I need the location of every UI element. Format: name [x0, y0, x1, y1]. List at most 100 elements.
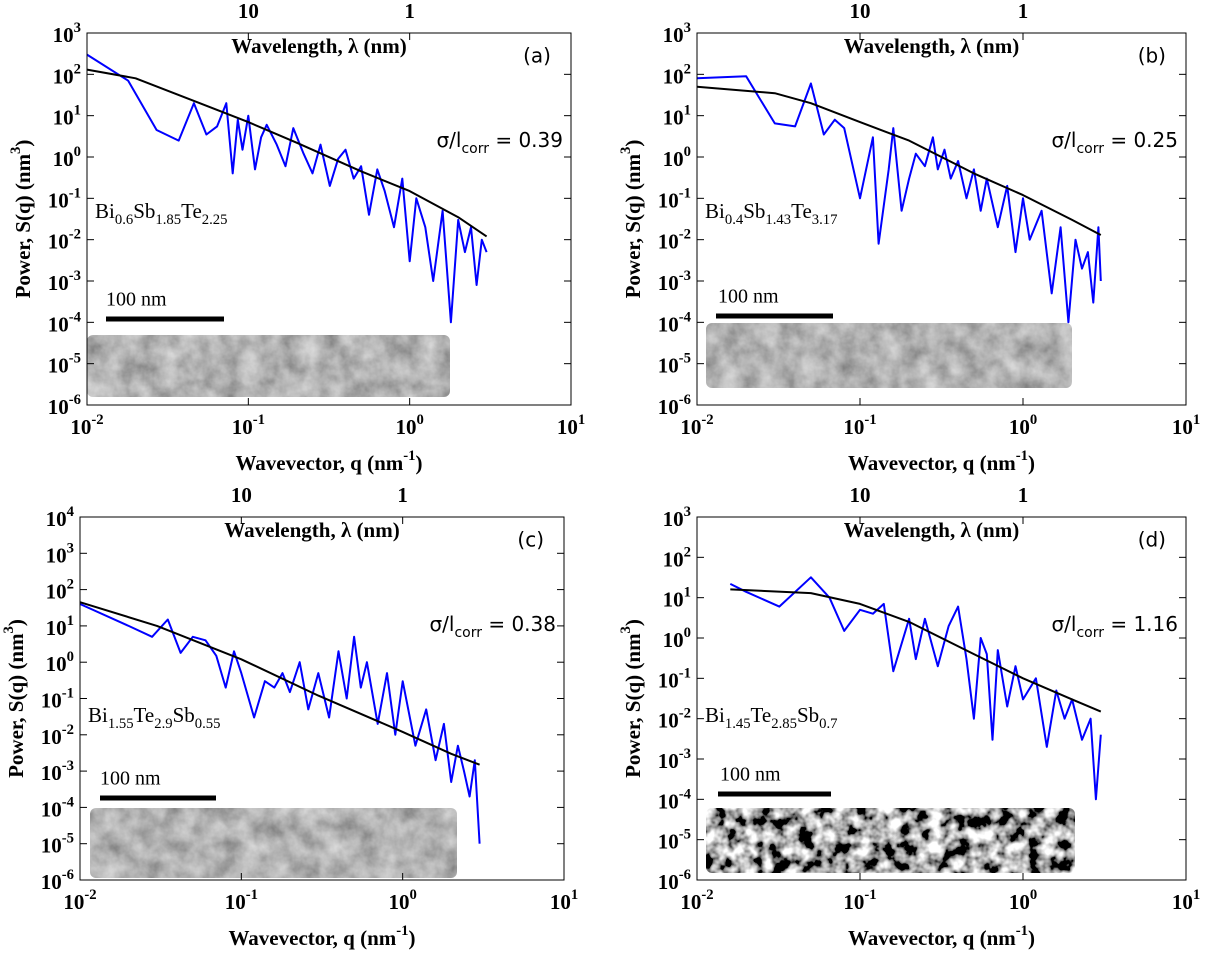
- y-tick-label: 10-1: [658, 666, 691, 692]
- panel: 100 nm 10-6 10-5 10-4 10-3 10-2 10-1 100 101 102 1…: [618, 483, 1200, 950]
- y-tick-label: 103: [663, 20, 691, 46]
- y-tick-label: 101: [53, 103, 81, 129]
- tem-image: [706, 323, 1072, 388]
- panel: 100 nm10-610-510-410-310-210-11001011021…: [8, 0, 585, 475]
- x2-tick-label: 10: [231, 483, 252, 507]
- y-tick-label: 10-5: [41, 831, 74, 857]
- data-line: [86, 53, 488, 324]
- y-tick-label: 10-3: [658, 746, 691, 772]
- x2-tick-label: 10: [850, 0, 871, 23]
- x-axis-label: Wavevector, q (nm-1): [848, 923, 1035, 949]
- x-tick-label: 101: [550, 887, 578, 913]
- panel-label: (b): [1138, 44, 1166, 68]
- y-tick-label: 100: [46, 650, 74, 676]
- y-axis-label: Power, S(q) (nm3): [618, 619, 644, 778]
- x2-tick-label: 10: [238, 0, 259, 23]
- x-tick-label: 101: [1172, 887, 1200, 913]
- data-line: [79, 601, 480, 766]
- formula: Bi1.45Te2.85Sb0.7: [705, 703, 837, 733]
- y-tick-label: 103: [663, 504, 691, 530]
- data-line: [730, 588, 1102, 713]
- x-tick-label: 100: [388, 887, 416, 913]
- panel: 100 nm10-610-510-410-310-210-11001011021…: [1, 483, 578, 950]
- y-axis-label: Power, S(q) (nm3): [1, 619, 27, 778]
- y-tick-label: 100: [53, 144, 81, 170]
- annotation: σ/lcorr = 0.25: [1051, 128, 1178, 158]
- y-tick-label: 10-5: [48, 351, 81, 377]
- y-tick-label: 10-2: [658, 706, 691, 732]
- y-tick-label: 101: [46, 613, 74, 639]
- scale-bar-label: 100 nm: [718, 286, 779, 308]
- y-tick-label: 10-2: [658, 227, 691, 253]
- y-tick-label: 10-5: [658, 351, 691, 377]
- y-tick-label: 10-6: [48, 392, 81, 418]
- x-tick-label: 10-1: [843, 887, 876, 913]
- y-tick-label: 102: [663, 545, 691, 571]
- y-tick-label: 104: [46, 504, 75, 530]
- x-tick-label: 100: [1009, 412, 1037, 438]
- plot-frame: [696, 516, 1187, 881]
- y-tick-label: 102: [663, 62, 691, 88]
- annotation: σ/lcorr = 0.39: [436, 128, 563, 158]
- y-tick-label: 101: [663, 103, 691, 129]
- y-tick-label: 10-4: [48, 310, 82, 336]
- y-tick-label: 10-3: [658, 268, 691, 294]
- x-tick-label: 10-2: [70, 412, 103, 438]
- y-axis-label: Power, S(q) (nm3): [8, 140, 34, 299]
- data-line: [696, 85, 1102, 236]
- annotation: σ/lcorr = 0.38: [429, 612, 556, 642]
- tem-image: [706, 808, 1075, 873]
- y-tick-label: 103: [46, 541, 74, 567]
- plot-frame: [86, 32, 572, 406]
- data-line: [696, 75, 1102, 324]
- x-tick-label: 10-1: [232, 412, 265, 438]
- y-axis-label: Power, S(q) (nm3): [618, 140, 644, 299]
- y-tick-label: 10-1: [41, 686, 74, 712]
- y-tick-label: 10-4: [658, 787, 692, 813]
- y-tick-label: 10-5: [658, 827, 691, 853]
- y-tick-label: 10-3: [41, 758, 74, 784]
- y-tick-label: 10-6: [658, 867, 691, 893]
- x-tick-label: 101: [557, 412, 585, 438]
- formula: Bi0.4Sb1.43Te3.17: [705, 199, 837, 229]
- y-tick-label: 10-2: [41, 722, 74, 748]
- x-tick-label: 100: [395, 412, 423, 438]
- panel-label: (c): [517, 528, 544, 552]
- y-tick-label: 100: [663, 144, 691, 170]
- x2-tick-label: 1: [1018, 0, 1029, 23]
- y-tick-label: 102: [53, 62, 81, 88]
- y-tick-label: 10-4: [658, 310, 692, 336]
- y-tick-label: 100: [663, 625, 691, 651]
- x2-tick-label: 1: [404, 0, 415, 23]
- y-tick-label: 102: [46, 577, 74, 603]
- plot-frame: [696, 32, 1187, 406]
- x2-axis-label: Wavelength, λ (nm): [844, 518, 1019, 542]
- x-tick-label: 10-2: [63, 887, 96, 913]
- x-axis-label: Wavevector, q (nm-1): [228, 923, 415, 949]
- x-tick-label: 10-2: [680, 887, 713, 913]
- x2-tick-label: 1: [397, 483, 408, 507]
- y-tick-label: 10-3: [48, 268, 81, 294]
- x2-tick-label: 1: [1018, 483, 1029, 507]
- x-tick-label: 100: [1009, 887, 1037, 913]
- x-axis-label: Wavevector, q (nm-1): [235, 448, 422, 474]
- x2-axis-label: Wavelength, λ (nm): [231, 34, 406, 58]
- x-axis-label: Wavevector, q (nm-1): [848, 448, 1035, 474]
- y-tick-label: 10-4: [41, 795, 75, 821]
- y-tick-label: 103: [53, 20, 81, 46]
- y-tick-label: 10-2: [48, 227, 81, 253]
- y-tick-label: 10-1: [48, 186, 81, 212]
- tem-image: [90, 808, 457, 878]
- y-tick-label: 10-6: [658, 392, 691, 418]
- scale-bar-label: 100 nm: [720, 764, 781, 786]
- x2-axis-label: Wavelength, λ (nm): [844, 34, 1019, 58]
- y-tick-label: 10-6: [41, 867, 74, 893]
- data-line: [86, 68, 488, 238]
- formula: Bi0.6Sb1.85Te2.25: [95, 199, 227, 229]
- y-tick-label: 10-1: [658, 186, 691, 212]
- annotation: σ/lcorr = 1.16: [1051, 612, 1178, 642]
- x-tick-label: 10-1: [225, 887, 258, 913]
- y-tick-label: 101: [663, 585, 691, 611]
- x-tick-label: 101: [1172, 412, 1200, 438]
